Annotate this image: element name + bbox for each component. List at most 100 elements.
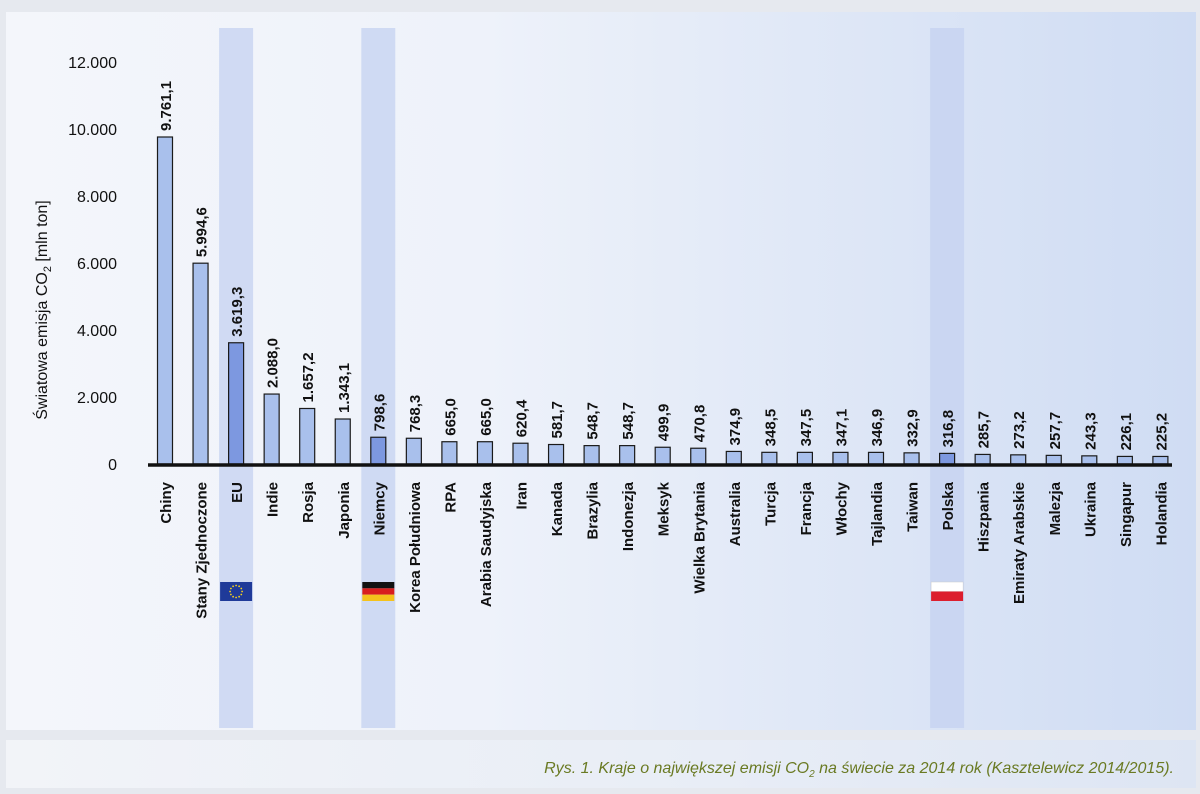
bar	[476, 441, 494, 465]
y-axis-label: Światowa emisja CO2 [mln ton]	[32, 200, 54, 420]
value-label: 225,2	[1153, 413, 1170, 451]
bar	[1152, 455, 1169, 465]
caption-prefix: Rys. 1. Kraje o największej emisji CO	[544, 760, 810, 777]
bar	[1081, 455, 1098, 465]
caption-subscript: 2	[809, 769, 815, 781]
value-label: 581,7	[549, 401, 566, 439]
category-label: Niemcy	[371, 481, 388, 535]
value-label: 316,8	[940, 410, 957, 448]
bar	[547, 443, 565, 465]
category-label: Polska	[940, 481, 957, 530]
category-label: Australia	[727, 481, 744, 546]
value-label: 2.088,0	[265, 338, 282, 388]
value-label: 665,0	[478, 398, 495, 436]
bar	[619, 445, 636, 465]
bar	[156, 136, 174, 465]
bar	[334, 418, 351, 465]
category-label: Arabia Saudyjska	[478, 481, 495, 607]
bar	[583, 445, 600, 465]
category-label: Ukraina	[1082, 481, 1099, 537]
category-label: Kanada	[549, 481, 566, 536]
category-label: Holandia	[1153, 481, 1170, 545]
bar	[370, 436, 387, 465]
value-label: 346,9	[869, 409, 886, 447]
figure-caption: Rys. 1. Kraje o największej emisji CO2 n…	[544, 760, 1174, 780]
category-label: Brazylia	[585, 481, 602, 539]
bar-chart: Światowa emisja CO2 [mln ton] 0 2.000 4.000…	[32, 28, 1172, 728]
value-label: 548,7	[585, 402, 602, 440]
value-label: 5.994,6	[194, 207, 211, 257]
value-label: 620,4	[514, 399, 531, 437]
bar	[832, 451, 849, 465]
category-label: Japonia	[336, 481, 353, 538]
bar	[725, 450, 742, 465]
y-tick-label: 12.000	[68, 55, 117, 72]
category-label: RPA	[442, 482, 459, 513]
value-label: 1.343,1	[336, 363, 353, 413]
value-label: 257,7	[1047, 412, 1064, 450]
category-label: Iran	[514, 482, 531, 510]
value-label: 499,9	[656, 404, 673, 442]
value-label: 665,0	[442, 398, 459, 436]
value-label: 470,8	[691, 405, 708, 443]
germany-flag-icon	[362, 582, 395, 601]
bar	[938, 452, 956, 465]
value-label: 1.657,2	[300, 352, 317, 402]
category-label: Hiszpania	[976, 481, 993, 552]
category-label: Emiraty Arabskie	[1011, 482, 1028, 604]
bar	[441, 441, 458, 465]
category-label: Korea Południowa	[407, 481, 424, 613]
y-tick-label: 8.000	[77, 189, 117, 206]
y-tick-label: 0	[108, 457, 117, 474]
category-label: Meksyk	[656, 481, 673, 536]
value-label: 768,3	[407, 395, 424, 433]
category-label: Singapur	[1118, 482, 1135, 547]
bar	[761, 451, 778, 465]
value-label: 798,6	[371, 394, 388, 432]
bar	[796, 451, 814, 465]
y-tick-label: 4.000	[77, 323, 117, 340]
value-label: 285,7	[976, 411, 993, 449]
bar	[263, 393, 280, 465]
value-label: 9.761,1	[158, 81, 175, 131]
category-label: Chiny	[158, 481, 175, 523]
bar	[654, 446, 671, 465]
value-label: 273,2	[1011, 411, 1028, 449]
bar	[1045, 454, 1062, 465]
value-label: 3.619,3	[229, 287, 246, 337]
category-label: Indie	[265, 482, 282, 517]
bar	[903, 452, 920, 465]
caption-suffix: na świecie za 2014 rok (Kasztelewicz 201…	[819, 760, 1174, 777]
value-label: 374,9	[727, 408, 744, 446]
bar	[228, 342, 245, 465]
value-label: 548,7	[620, 402, 637, 440]
bar	[1116, 455, 1133, 465]
highlight-band	[361, 28, 396, 728]
value-label: 243,3	[1082, 412, 1099, 450]
value-label: 226,1	[1118, 413, 1135, 451]
value-label: 348,5	[762, 409, 779, 447]
bar	[299, 407, 316, 465]
bar	[512, 442, 529, 465]
category-label: Taiwan	[905, 482, 922, 532]
caption-bar	[6, 740, 1196, 788]
bar	[690, 447, 707, 465]
y-tick-label: 10.000	[68, 122, 117, 139]
category-label: Stany Zjednoczone	[194, 482, 211, 619]
poland-flag-icon	[930, 581, 964, 601]
bar	[192, 262, 209, 465]
bar	[867, 451, 885, 465]
y-tick-label: 6.000	[77, 256, 117, 273]
category-label: Rosja	[300, 481, 317, 523]
category-label: Włochy	[833, 481, 850, 535]
category-label: Francja	[798, 481, 815, 535]
y-tick-label: 2.000	[77, 390, 117, 407]
value-label: 332,9	[905, 409, 922, 447]
eu-flag-icon	[220, 582, 253, 601]
category-label: Malezja	[1047, 481, 1064, 535]
bar	[1010, 454, 1027, 465]
category-label: Indonezja	[620, 481, 637, 551]
category-label: EU	[229, 482, 246, 503]
value-label: 347,5	[798, 409, 815, 447]
